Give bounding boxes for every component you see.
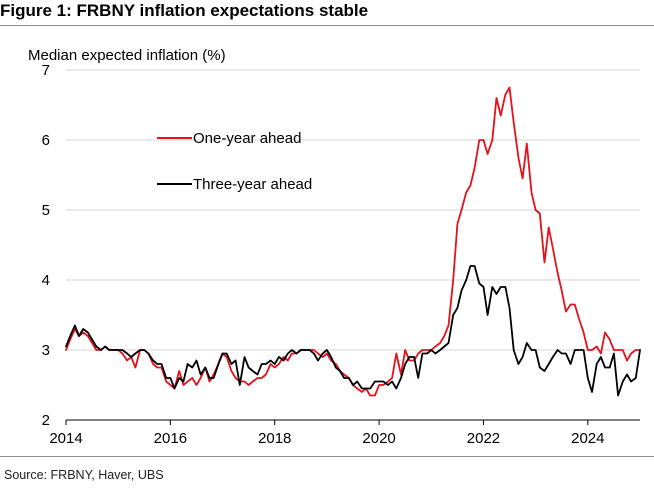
x-tick-label-2016: 2016 bbox=[154, 430, 187, 447]
y-tick-label-6: 6 bbox=[42, 132, 50, 149]
y-tick-label-3: 3 bbox=[42, 342, 50, 359]
series-lines bbox=[65, 86, 641, 397]
figure-title: Figure 1: FRBNY inflation expectations s… bbox=[0, 1, 369, 20]
y-tick-label-4: 4 bbox=[42, 272, 50, 289]
y-tick-label-2: 2 bbox=[42, 412, 50, 429]
source-note: Source: FRBNY, Haver, UBS bbox=[4, 468, 164, 482]
x-tick-label-2014: 2014 bbox=[49, 430, 82, 447]
x-tick-label-2024: 2024 bbox=[571, 430, 604, 447]
title-divider bbox=[0, 25, 654, 26]
legend-label-three-year-ahead: Three-year ahead bbox=[193, 176, 312, 193]
line-chart: 2 3 4 5 6 7 2014 2016 2018 2020 2022 2024 One-year … bbox=[28, 47, 641, 447]
series-line-three-year-ahead bbox=[65, 265, 641, 397]
series-line-one-year-ahead bbox=[65, 86, 641, 397]
x-tick-label-2018: 2018 bbox=[258, 430, 291, 447]
y-tick-label-7: 7 bbox=[42, 62, 50, 79]
x-tick-label-2020: 2020 bbox=[362, 430, 395, 447]
legend: One-year ahead Three-year ahead bbox=[157, 130, 312, 193]
x-tick-label-2022: 2022 bbox=[467, 430, 500, 447]
y-tick-label-5: 5 bbox=[42, 202, 50, 219]
y-axis-label: Median expected inflation (%) bbox=[28, 47, 226, 64]
axes: 2 3 4 5 6 7 2014 2016 2018 2020 2022 2024 bbox=[42, 62, 640, 447]
source-divider bbox=[0, 456, 654, 457]
legend-label-one-year-ahead: One-year ahead bbox=[193, 130, 301, 147]
gridlines bbox=[66, 69, 640, 351]
